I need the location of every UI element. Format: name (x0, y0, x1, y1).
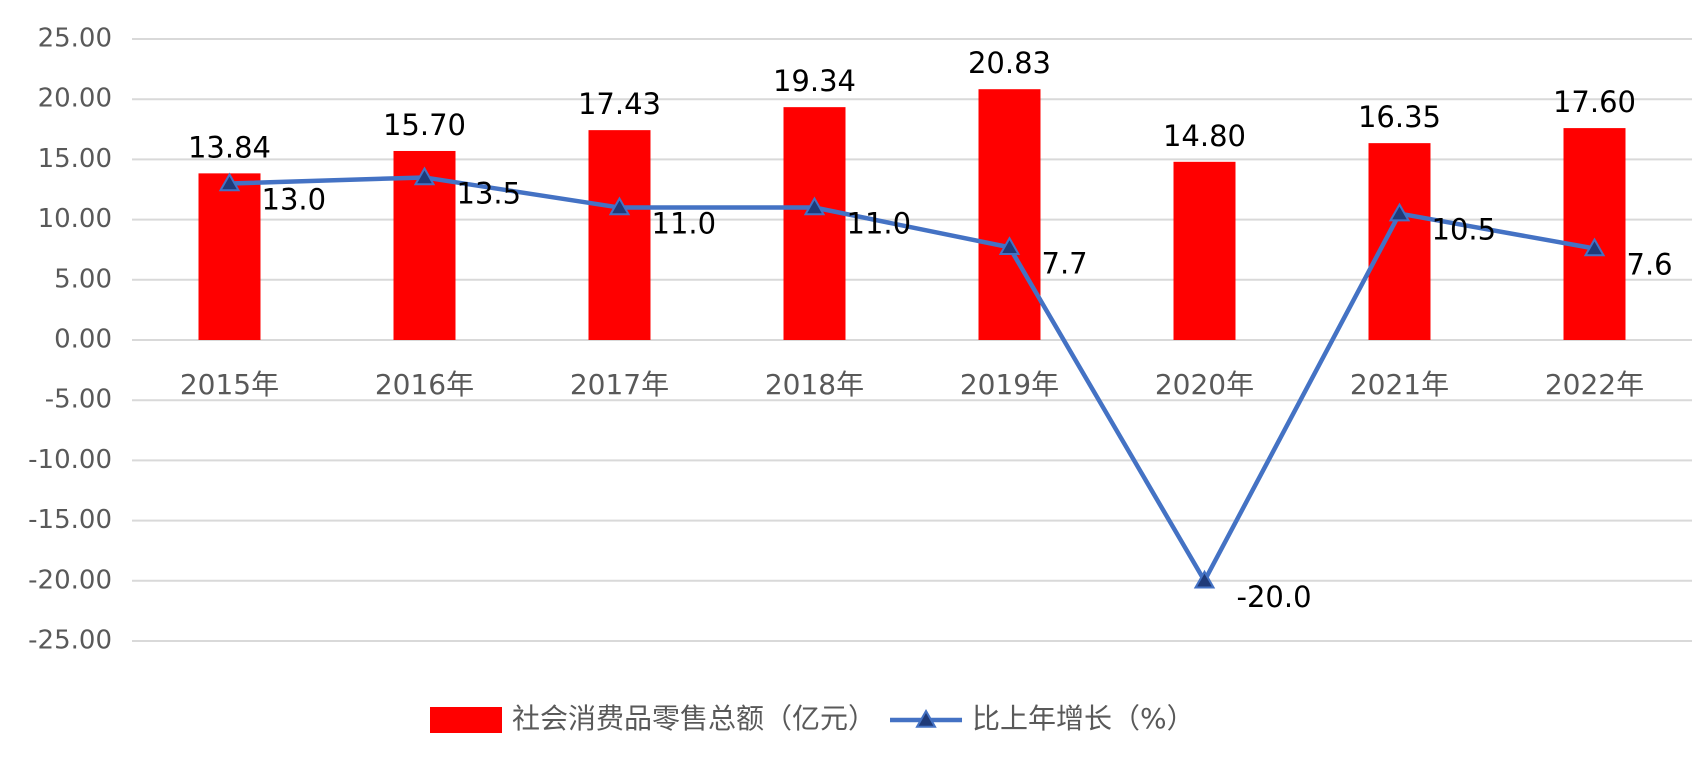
data-label: 13.84 (188, 130, 271, 164)
marker (218, 172, 241, 192)
data-label: 17.60 (1553, 85, 1636, 119)
data-label: 13.5 (457, 176, 522, 210)
x-tick-label: 2021年 (1350, 368, 1449, 401)
data-label: 19.34 (773, 64, 856, 98)
marker (1388, 202, 1411, 222)
data-label: 20.83 (968, 46, 1051, 80)
x-tick-label: 2022年 (1545, 368, 1644, 401)
line (229, 175, 1595, 586)
y-tick-label: -20.00 (28, 565, 112, 595)
legend-label: 社会消费品零售总额（亿元） (512, 702, 876, 735)
data-label: 17.43 (578, 87, 661, 121)
data-label: 15.70 (383, 108, 466, 142)
bar (588, 130, 651, 340)
y-tick-label: -25.00 (28, 626, 112, 656)
data-label: 11.0 (847, 207, 912, 241)
marker (803, 196, 826, 216)
bar (783, 107, 846, 341)
y-tick-label: 15.00 (38, 144, 112, 174)
bar (978, 89, 1041, 340)
x-tick-label: 2017年 (570, 368, 669, 401)
data-label: 10.5 (1432, 213, 1497, 247)
marker (413, 166, 436, 186)
marker (998, 236, 1021, 256)
y-tick-label: -5.00 (45, 385, 112, 415)
bar (198, 173, 261, 340)
legend-marker (915, 708, 937, 728)
marker (1193, 569, 1216, 589)
legend-swatch (430, 707, 502, 733)
data-label: 11.0 (652, 207, 717, 241)
y-tick-label: 0.00 (54, 325, 112, 355)
y-tick-label: -15.00 (28, 505, 112, 535)
bar (1563, 128, 1626, 340)
data-label: 7.7 (1042, 246, 1088, 280)
bar (1368, 143, 1431, 340)
y-tick-label: 25.00 (38, 24, 112, 54)
data-label: 14.80 (1163, 119, 1246, 153)
x-tick-label: 2019年 (960, 368, 1059, 401)
x-tick-label: 2020年 (1155, 368, 1254, 401)
x-tick-label: 2015年 (180, 368, 279, 401)
y-tick-label: -10.00 (28, 445, 112, 475)
y-tick-label: 5.00 (54, 264, 112, 294)
data-label: -20.0 (1237, 580, 1312, 614)
x-tick-label: 2016年 (375, 368, 474, 401)
marker (608, 196, 631, 216)
data-label: 13.0 (262, 182, 327, 216)
bar (1173, 161, 1236, 340)
y-tick-label: 20.00 (38, 84, 112, 114)
data-label: 16.35 (1358, 100, 1441, 134)
data-label: 7.6 (1627, 247, 1673, 281)
marker (1583, 237, 1606, 257)
y-tick-label: 10.00 (38, 204, 112, 234)
legend-label: 比上年增长（%） (972, 702, 1195, 735)
x-tick-label: 2018年 (765, 368, 864, 401)
